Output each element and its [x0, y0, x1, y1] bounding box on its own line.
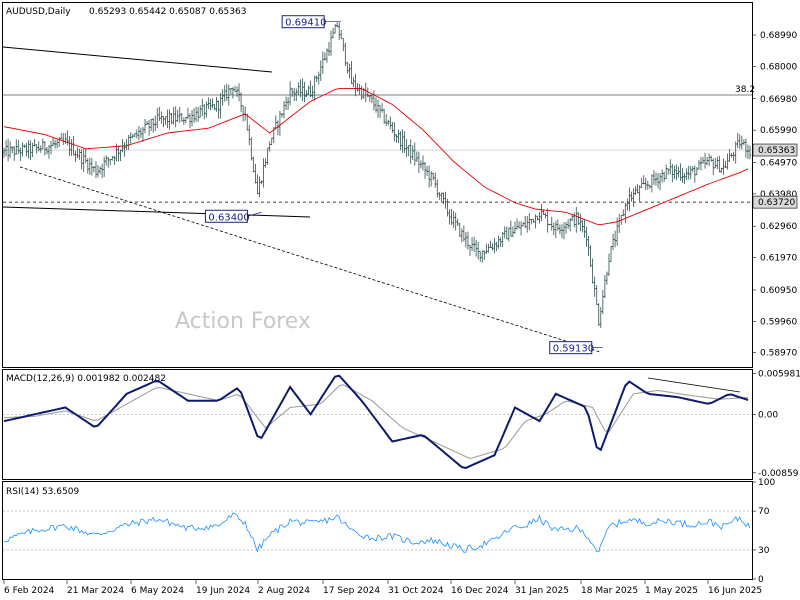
- date-tick-label: 1 May 2025: [645, 586, 698, 596]
- price-tag: 0.63720: [752, 195, 798, 209]
- price-pane: [2, 2, 753, 368]
- header-ohlc: 0.65293 0.65442 0.65087 0.65363: [89, 7, 246, 17]
- rsi-line: [3, 512, 751, 553]
- price-bar: [748, 145, 752, 160]
- macd-tick-label: 0.005981: [758, 370, 800, 380]
- annotations: 0.69410 0.63400 0.59130: [204, 15, 603, 355]
- date-tick-label: 17 Sep 2024: [323, 586, 380, 596]
- macd-lines: [3, 374, 749, 469]
- date-tick-label: 31 Jan 2025: [515, 586, 569, 596]
- date-tick-label: 6 May 2024: [131, 586, 184, 596]
- price-tick-label: 0.68000: [760, 62, 797, 72]
- price-tick-label: 0.66980: [760, 95, 797, 105]
- annotation-box: [549, 341, 593, 355]
- date-tick-label: 6 Feb 2024: [4, 586, 55, 596]
- price-tag-box: [752, 195, 798, 209]
- upper-trendline: [2, 46, 273, 73]
- date-tick-label: 18 Mar 2025: [581, 586, 638, 596]
- header-symbol: AUDUSD,Daily: [6, 7, 71, 17]
- price-tick-label: 0.64970: [760, 158, 797, 168]
- price-tick-label: 0.63980: [760, 190, 797, 200]
- rsi-tick-label: 70: [758, 507, 770, 517]
- macd-pane: [2, 369, 753, 480]
- annotation: 0.59130: [549, 341, 603, 355]
- price-tag-label: 0.65363: [758, 146, 795, 156]
- price-tick-label: 0.58970: [760, 349, 797, 359]
- macd-signal-line: [3, 384, 749, 460]
- price-tick-label: 0.65990: [760, 126, 797, 136]
- price-axis: 0.68990 0.68000 0.66980 0.65990 0.64970 0.639…: [752, 31, 797, 359]
- annotation-box: [281, 15, 325, 29]
- price-bars: [2, 22, 752, 329]
- trendlines: [2, 46, 601, 353]
- date-tick-label: 16 Jun 2025: [708, 586, 762, 596]
- annotation: 0.69410: [281, 15, 342, 29]
- date-axis: 6 Feb 2024 21 Mar 2024 6 May 2024 19 Jun 20…: [3, 579, 762, 596]
- rsi-tick-label: 30: [758, 546, 770, 556]
- date-tick-label: 16 Dec 2024: [451, 586, 509, 596]
- price-tag-box: [752, 143, 798, 157]
- rsi-pane: [2, 481, 753, 580]
- macd-trendline: [647, 377, 741, 393]
- annotation-leader: [247, 211, 262, 217]
- rsi-lines: [3, 512, 751, 553]
- annotation-box: [204, 209, 248, 223]
- rsi-label: RSI(14) 53.6509: [6, 487, 79, 497]
- rsi-tick-label: 100: [758, 478, 775, 488]
- date-tick-label: 19 Jun 2024: [196, 586, 250, 596]
- fib-38-label: 38.2: [735, 85, 755, 95]
- price-tick-label: 0.60950: [760, 286, 797, 296]
- annotation-label: 0.59130: [553, 344, 594, 355]
- watermark: Action Forex: [175, 309, 311, 334]
- rsi-guides: [3, 510, 752, 551]
- annotation-label: 0.63400: [208, 212, 249, 223]
- annotation-label: 0.69410: [285, 18, 326, 29]
- annotation: 0.63400: [204, 209, 262, 223]
- price-tag: 0.65363: [752, 143, 798, 157]
- date-tick-label: 21 Mar 2024: [67, 586, 124, 596]
- lower-trendline: [19, 166, 601, 353]
- macd-axis: 0.005981 0.00 -0.00859: [752, 370, 800, 479]
- rsi-axis: 100 70 30 0: [752, 478, 775, 585]
- price-tick-label: 0.59960: [760, 317, 797, 327]
- date-tick-label: 2 Aug 2024: [258, 586, 310, 596]
- moving-average: [3, 88, 749, 226]
- ma-line: [3, 88, 749, 226]
- macd-tick-label: -0.00859: [758, 469, 799, 479]
- price-tick-label: 0.61970: [760, 254, 797, 264]
- macd-label: MACD(12,26,9) 0.001982 0.002482: [6, 374, 166, 384]
- rsi-tick-label: 0: [758, 575, 764, 585]
- price-tick-label: 0.68990: [760, 31, 797, 41]
- date-tick-label: 31 Oct 2024: [388, 586, 444, 596]
- support-trendline: [2, 206, 311, 218]
- macd-tick-label: 0.00: [758, 410, 778, 420]
- macd-main-line: [3, 374, 749, 469]
- price-tick-label: 0.62960: [760, 222, 797, 232]
- price-tag-label: 0.63720: [758, 198, 795, 208]
